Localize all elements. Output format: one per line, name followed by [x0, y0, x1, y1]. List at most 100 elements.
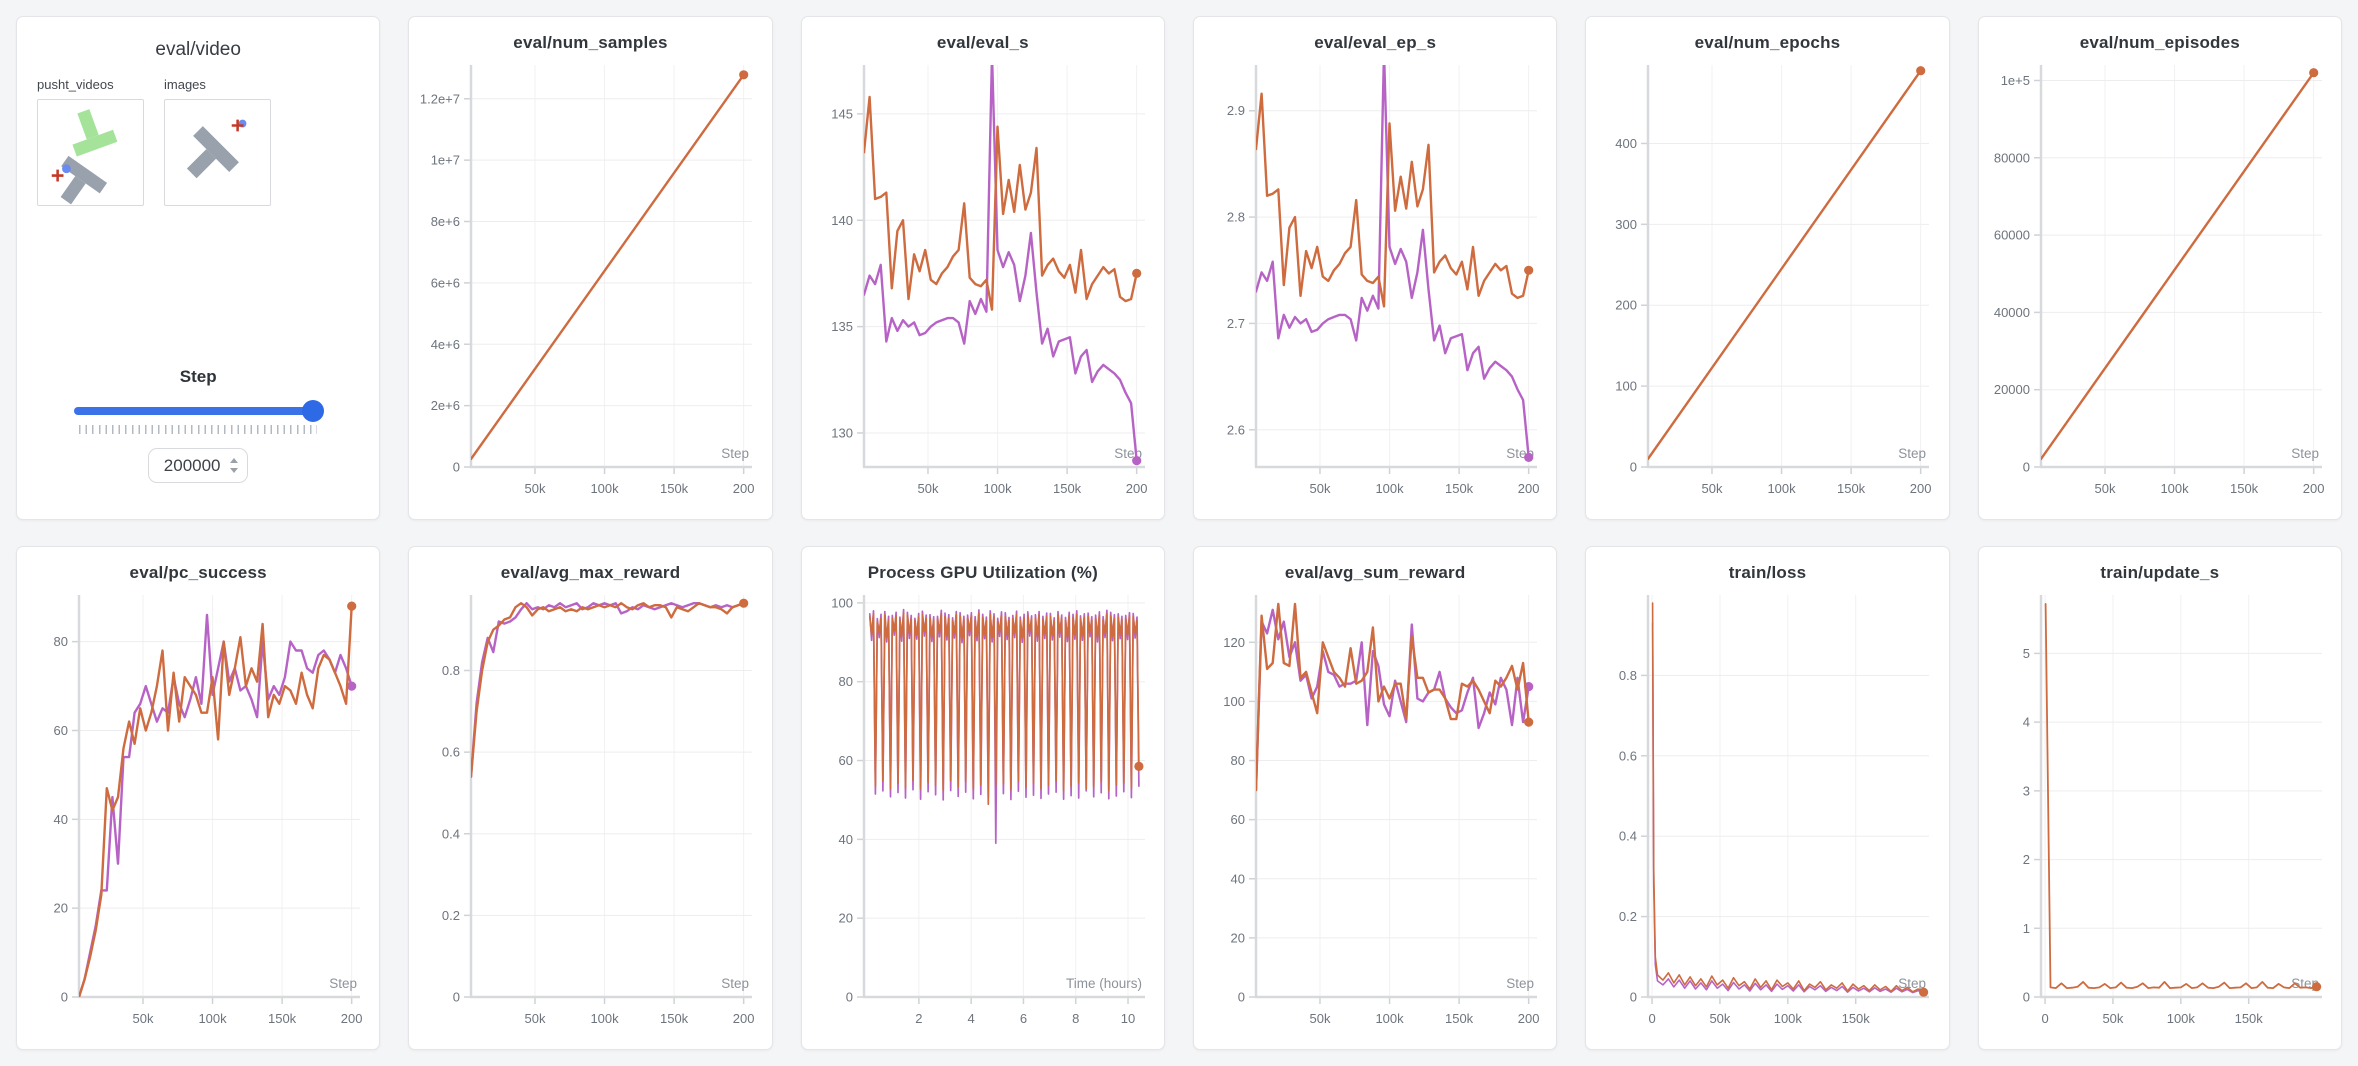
step-slider[interactable]: [74, 399, 325, 423]
svg-text:8e+6: 8e+6: [431, 214, 460, 229]
chart-title: Process GPU Utilization (%): [867, 563, 1098, 582]
chart-title: eval/avg_sum_reward: [1284, 563, 1466, 582]
chart-canvas-eval-eval-s[interactable]: 50k 100k 150k 200 130 135 140 145 Step: [806, 55, 1160, 519]
svg-text:0: 0: [2022, 990, 2029, 1005]
svg-text:40: 40: [54, 812, 68, 827]
slider-tick-ruler: [79, 425, 318, 434]
svg-text:0: 0: [1630, 990, 1637, 1005]
svg-text:Step: Step: [2291, 446, 2319, 461]
svg-text:0: 0: [61, 990, 68, 1005]
panel-eval-video: eval/video pusht_videos: [16, 16, 381, 520]
svg-text:0.4: 0.4: [1619, 829, 1637, 844]
chart-canvas-gpu-utilization[interactable]: 2 4 6 8 10 0 20 40 60 80 100 Time (hours): [806, 585, 1160, 1049]
svg-text:0.8: 0.8: [442, 663, 460, 678]
panel-eval-eval-ep-s: eval/eval_ep_s 50k 100k 150k 200 2.6 2.7 2.8 2.…: [1193, 16, 1558, 520]
step-value-input[interactable]: [148, 448, 249, 483]
panel-eval-num-episodes: eval/num_episodes 50k 100k 150k 200 0 20000 40…: [1977, 16, 2342, 520]
svg-text:6: 6: [1019, 1011, 1026, 1026]
svg-text:150k: 150k: [1837, 481, 1866, 496]
svg-text:200: 200: [341, 1011, 363, 1026]
svg-text:150k: 150k: [1445, 481, 1474, 496]
svg-text:0: 0: [1649, 1011, 1656, 1026]
svg-text:50k: 50k: [1710, 1011, 1731, 1026]
svg-text:400: 400: [1616, 136, 1638, 151]
step-slider-thumb[interactable]: [302, 400, 325, 422]
svg-text:40: 40: [1231, 871, 1245, 886]
svg-text:Time (hours): Time (hours): [1066, 976, 1142, 991]
chart-canvas-eval-avg-sum-reward[interactable]: 50k 100k 150k 200 0 20 40 60 80 100 120 Step: [1198, 585, 1552, 1049]
svg-text:200: 200: [733, 1011, 755, 1026]
svg-text:40000: 40000: [1994, 305, 2030, 320]
chart-title: eval/num_samples: [513, 33, 668, 52]
svg-text:Step: Step: [1899, 976, 1927, 991]
svg-text:Step: Step: [722, 446, 750, 461]
chart-title: eval/num_epochs: [1694, 33, 1841, 52]
svg-text:50k: 50k: [1310, 481, 1331, 496]
pusht-video-thumbnail[interactable]: [37, 99, 144, 206]
svg-text:2.6: 2.6: [1227, 422, 1245, 437]
panel-eval-avg-max-reward: eval/avg_max_reward 50k 100k 150k 200 0 0.2 0.…: [408, 546, 773, 1050]
svg-text:150k: 150k: [268, 1011, 297, 1026]
goal-dot-icon: [62, 164, 71, 174]
svg-text:1.2e+7: 1.2e+7: [420, 91, 460, 106]
svg-text:0: 0: [1238, 990, 1245, 1005]
chart-title: eval/pc_success: [129, 563, 267, 582]
svg-text:Step: Step: [1899, 446, 1927, 461]
images-thumbnail[interactable]: [164, 99, 271, 206]
svg-text:50k: 50k: [133, 1011, 154, 1026]
svg-text:0.6: 0.6: [442, 745, 460, 760]
svg-text:200: 200: [1518, 1011, 1540, 1026]
svg-text:0.2: 0.2: [1619, 909, 1637, 924]
stepper-arrows-icon[interactable]: [229, 457, 239, 474]
svg-text:200: 200: [1616, 298, 1638, 313]
svg-text:0: 0: [2041, 1011, 2048, 1026]
chart-canvas-train-update-s[interactable]: 0 50k 100k 150k 0 1 2 3 4 5 Step: [1983, 585, 2337, 1049]
svg-text:150k: 150k: [660, 481, 689, 496]
svg-text:8: 8: [1072, 1011, 1079, 1026]
svg-text:4e+6: 4e+6: [431, 337, 460, 352]
svg-text:100k: 100k: [2160, 481, 2189, 496]
panel-eval-eval-s: eval/eval_s 50k 100k 150k 200 130 135 140 145 St…: [800, 16, 1165, 520]
svg-text:0.6: 0.6: [1619, 748, 1637, 763]
svg-text:120: 120: [1223, 635, 1245, 650]
svg-text:100k: 100k: [1774, 1011, 1803, 1026]
chart-canvas-eval-eval-ep-s[interactable]: 50k 100k 150k 200 2.6 2.7 2.8 2.9 Step: [1198, 55, 1552, 519]
panel-grid: eval/video pusht_videos: [16, 16, 2342, 1050]
chart-canvas-train-loss[interactable]: 0 50k 100k 150k 0 0.2 0.4 0.6 0.8 Step: [1590, 585, 1944, 1049]
chart-title: eval/num_episodes: [2079, 33, 2240, 52]
svg-text:2.8: 2.8: [1227, 210, 1245, 225]
step-slider-track[interactable]: [74, 407, 323, 415]
svg-text:0.2: 0.2: [442, 908, 460, 923]
svg-text:60000: 60000: [1994, 228, 2030, 243]
svg-text:1e+7: 1e+7: [431, 153, 460, 168]
svg-text:200: 200: [2302, 481, 2324, 496]
svg-text:0: 0: [2022, 460, 2029, 475]
svg-text:2: 2: [915, 1011, 922, 1026]
svg-text:0: 0: [453, 990, 460, 1005]
panel-train-loss: train/loss 0 50k 100k 150k 0 0.2 0.4 0.6 0.8 Step: [1585, 546, 1950, 1050]
svg-text:100k: 100k: [1375, 481, 1404, 496]
svg-text:150k: 150k: [1053, 481, 1082, 496]
svg-text:200: 200: [733, 481, 755, 496]
svg-text:100k: 100k: [983, 481, 1012, 496]
chart-canvas-eval-pc-success[interactable]: 50k 100k 150k 200 0 20 40 60 80 Step: [21, 585, 375, 1049]
svg-text:3: 3: [2022, 783, 2029, 798]
svg-text:50k: 50k: [1702, 481, 1723, 496]
svg-text:0: 0: [453, 460, 460, 475]
chart-title: eval/eval_ep_s: [1314, 33, 1437, 52]
panel-eval-pc-success: eval/pc_success 50k 100k 150k 200 0 20 40 60 80 S…: [16, 546, 381, 1050]
svg-text:150k: 150k: [1842, 1011, 1871, 1026]
panel-gpu-utilization: Process GPU Utilization (%) 2 4 6 8 10 0 20 40 6…: [800, 546, 1165, 1050]
chart-canvas-eval-num-epochs[interactable]: 50k 100k 150k 200 0 100 200 300 400 Step: [1590, 55, 1944, 519]
media-panel-title: eval/video: [155, 39, 241, 60]
svg-text:100k: 100k: [591, 1011, 620, 1026]
panel-train-update-s: train/update_s 0 50k 100k 150k 0 1 2 3 4 5 Step: [1977, 546, 2342, 1050]
svg-text:0: 0: [845, 990, 852, 1005]
chart-canvas-eval-avg-max-reward[interactable]: 50k 100k 150k 200 0 0.2 0.4 0.6 0.8 Step: [413, 585, 767, 1049]
chart-canvas-eval-num-samples[interactable]: 50k 100k 150k 200 0 2e+6 4e+6 6e+6 8e+6 1e+7 1.2e+…: [413, 55, 767, 519]
svg-text:100: 100: [831, 595, 853, 610]
svg-text:50k: 50k: [2094, 481, 2115, 496]
chart-canvas-eval-num-episodes[interactable]: 50k 100k 150k 200 0 20000 40000 60000 80000 1e+5 S…: [1983, 55, 2337, 519]
svg-text:50k: 50k: [525, 481, 546, 496]
svg-text:100k: 100k: [198, 1011, 227, 1026]
